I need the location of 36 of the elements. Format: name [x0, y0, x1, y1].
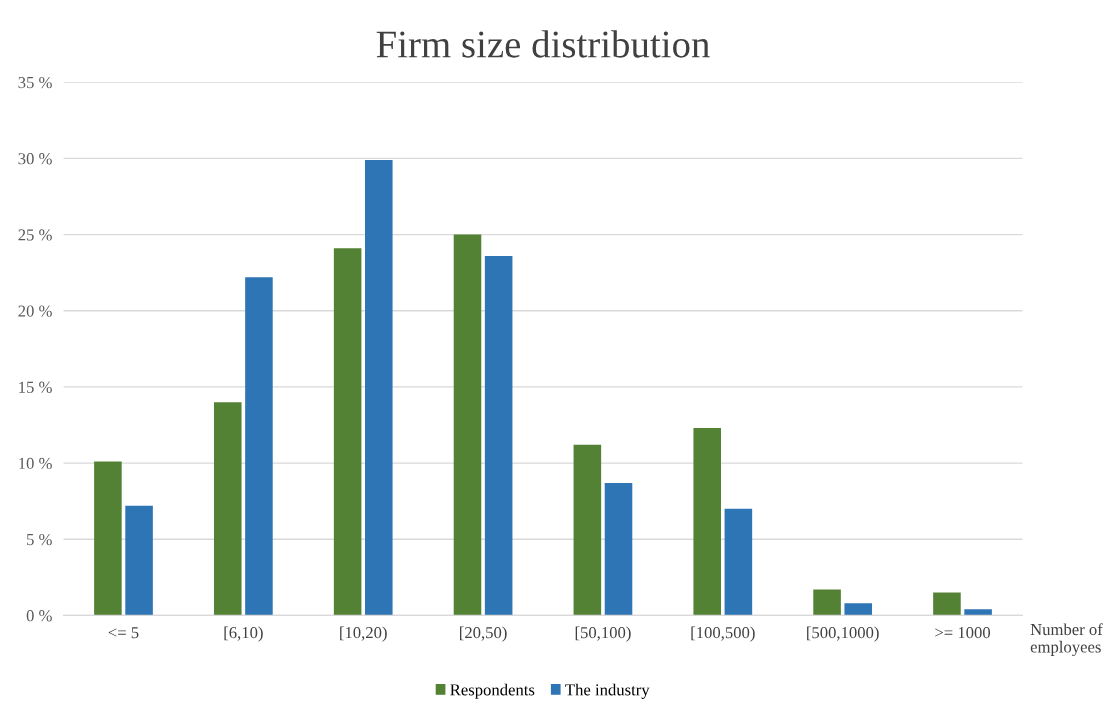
y-tick-label: 10 %: [19, 457, 52, 470]
bar: [333, 248, 362, 616]
x-tick-label: <= 5: [108, 627, 139, 639]
y-tick-label: 30 %: [18, 153, 52, 165]
bar: [813, 589, 841, 616]
bar: [573, 444, 602, 616]
x-tick-label: [10,20): [340, 626, 387, 642]
bar: [484, 255, 513, 616]
bar: [125, 505, 153, 616]
y-tick-label: 5 %: [27, 533, 52, 546]
x-tick-label: [6,10): [224, 626, 263, 642]
bar: [453, 234, 482, 616]
y-tick-label: 0 %: [26, 610, 52, 622]
bar: [933, 592, 961, 616]
bar: [245, 277, 273, 616]
y-tick-label: 35 %: [18, 76, 52, 89]
chart-title: Firm size distribution: [376, 30, 710, 58]
x-tick-label: [20,50): [460, 626, 507, 642]
bar: [94, 461, 122, 616]
bar: [844, 603, 873, 616]
bar: [365, 159, 393, 616]
bar: [604, 482, 633, 616]
bar: [964, 609, 992, 616]
x-tick-label: [50,100): [575, 626, 631, 642]
y-tick-label: 20 %: [18, 305, 52, 317]
x-tick-label: [100,500): [691, 626, 755, 642]
bar: [213, 402, 242, 616]
y-tick-label: 15 %: [19, 381, 52, 393]
x-axis-title: Number of employees: [1030, 623, 1103, 656]
x-tick-label: [500,1000): [807, 626, 879, 642]
x-tick-label: >= 1000: [935, 627, 991, 639]
y-tick-label: 25 %: [18, 229, 52, 241]
legend-label: The industry: [565, 683, 650, 699]
legend-label: Respondents: [450, 683, 535, 699]
bar: [724, 508, 753, 616]
bar: [693, 428, 721, 616]
